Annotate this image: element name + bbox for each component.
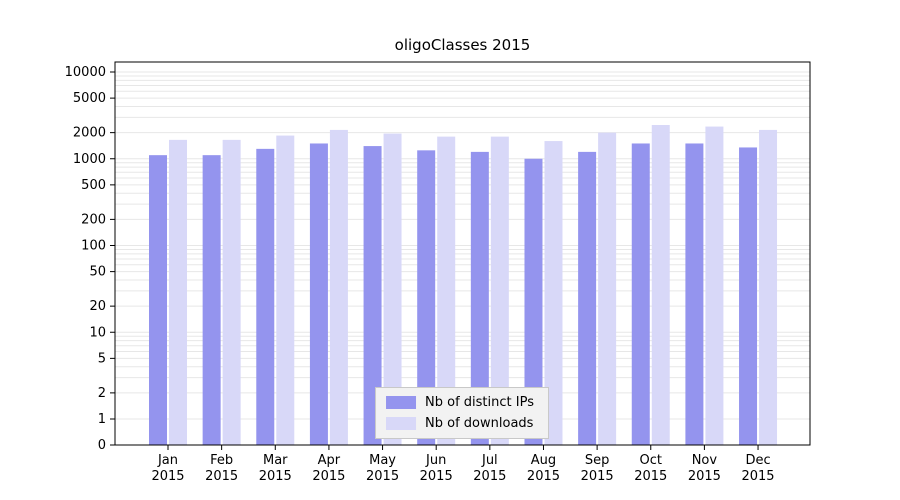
bar-downloads-oct — [651, 124, 670, 446]
bar-distinct-ips-dec — [739, 147, 758, 445]
bar-downloads-jun — [437, 136, 456, 445]
x-tick-label-year: 2015 — [366, 469, 399, 484]
x-tick-label-month: Apr — [318, 453, 341, 468]
y-tick-label: 5 — [98, 351, 106, 366]
y-tick-label: 1000 — [73, 152, 106, 167]
x-tick-label-year: 2015 — [259, 469, 292, 484]
x-tick-label-year: 2015 — [473, 469, 506, 484]
x-tick-label-year: 2015 — [634, 469, 667, 484]
bar-downloads-dec — [759, 129, 778, 446]
bar-downloads-aug — [544, 141, 563, 445]
y-tick-label: 200 — [81, 212, 106, 227]
y-tick-label: 2000 — [73, 126, 106, 141]
x-tick-label-month: Oct — [640, 453, 662, 468]
legend-item-downloads: Nb of downloads — [386, 416, 534, 431]
legend: Nb of distinct IPs Nb of downloads — [375, 387, 549, 439]
legend-item-distinct-ips: Nb of distinct IPs — [386, 395, 534, 410]
x-tick-label-month: Jun — [425, 453, 446, 468]
x-tick-label-month: Sep — [585, 453, 610, 468]
y-tick-label: 500 — [81, 178, 106, 193]
legend-label-downloads: Nb of downloads — [425, 416, 534, 431]
bar-distinct-ips-nov — [685, 143, 704, 445]
y-tick-label: 2 — [98, 386, 106, 401]
y-tick-label: 1 — [98, 412, 106, 427]
legend-label-distinct-ips: Nb of distinct IPs — [425, 395, 534, 410]
x-tick-label-year: 2015 — [527, 469, 560, 484]
bar-distinct-ips-jul — [470, 151, 489, 445]
y-tick-label: 0 — [98, 438, 106, 453]
bar-distinct-ips-mar — [256, 148, 275, 445]
legend-swatch-downloads — [386, 417, 417, 430]
bar-downloads-mar — [276, 135, 295, 445]
x-tick-label-month: Mar — [263, 453, 288, 468]
y-tick-label: 10 — [89, 325, 106, 340]
y-tick-label: 10000 — [65, 65, 106, 80]
bar-distinct-ips-may — [363, 146, 382, 445]
x-axis: Jan2015Feb2015Mar2015Apr2015May2015Jun20… — [151, 445, 775, 484]
bar-distinct-ips-oct — [631, 143, 650, 445]
bars — [149, 124, 778, 446]
bar-distinct-ips-feb — [202, 155, 221, 445]
chart-title: oligoClasses 2015 — [394, 36, 531, 54]
bar-downloads-feb — [222, 139, 241, 445]
x-tick-label-month: Feb — [210, 453, 233, 468]
bar-downloads-nov — [705, 126, 724, 445]
x-tick-label-month: Nov — [692, 453, 718, 468]
x-tick-label-year: 2015 — [688, 469, 721, 484]
bar-downloads-apr — [329, 129, 348, 446]
bar-downloads-may — [383, 133, 402, 446]
plot-border — [114, 61, 811, 446]
y-axis: 0 1 2 5 10 20 50 100 200 500 1000 2000 5000 10000 — [65, 65, 115, 453]
y-tick-label: 20 — [89, 299, 106, 314]
bar-distinct-ips-jun — [417, 150, 436, 445]
x-tick-label-year: 2015 — [151, 469, 184, 484]
bar-downloads-jul — [490, 136, 509, 445]
bar-distinct-ips-jan — [149, 155, 167, 445]
legend-swatch-distinct-ips — [386, 396, 417, 409]
x-tick-label-month: Dec — [745, 453, 770, 468]
bar-distinct-ips-aug — [524, 158, 543, 445]
y-tick-label: 100 — [81, 239, 106, 254]
bar-downloads-sep — [598, 132, 617, 445]
x-tick-label-year: 2015 — [205, 469, 238, 484]
x-tick-label-month: Jul — [481, 453, 498, 468]
x-tick-label-year: 2015 — [581, 469, 614, 484]
x-tick-label-month: May — [369, 453, 396, 468]
x-tick-label-year: 2015 — [420, 469, 453, 484]
bar-distinct-ips-apr — [309, 143, 328, 445]
y-tick-label: 5000 — [73, 91, 106, 106]
x-tick-label-month: Aug — [531, 453, 556, 468]
x-tick-label-year: 2015 — [312, 469, 345, 484]
bar-distinct-ips-sep — [578, 151, 597, 445]
x-tick-label-month: Jan — [157, 453, 178, 468]
y-tick-label: 50 — [89, 265, 106, 280]
x-tick-label-year: 2015 — [741, 469, 774, 484]
bar-downloads-jan — [169, 139, 187, 445]
